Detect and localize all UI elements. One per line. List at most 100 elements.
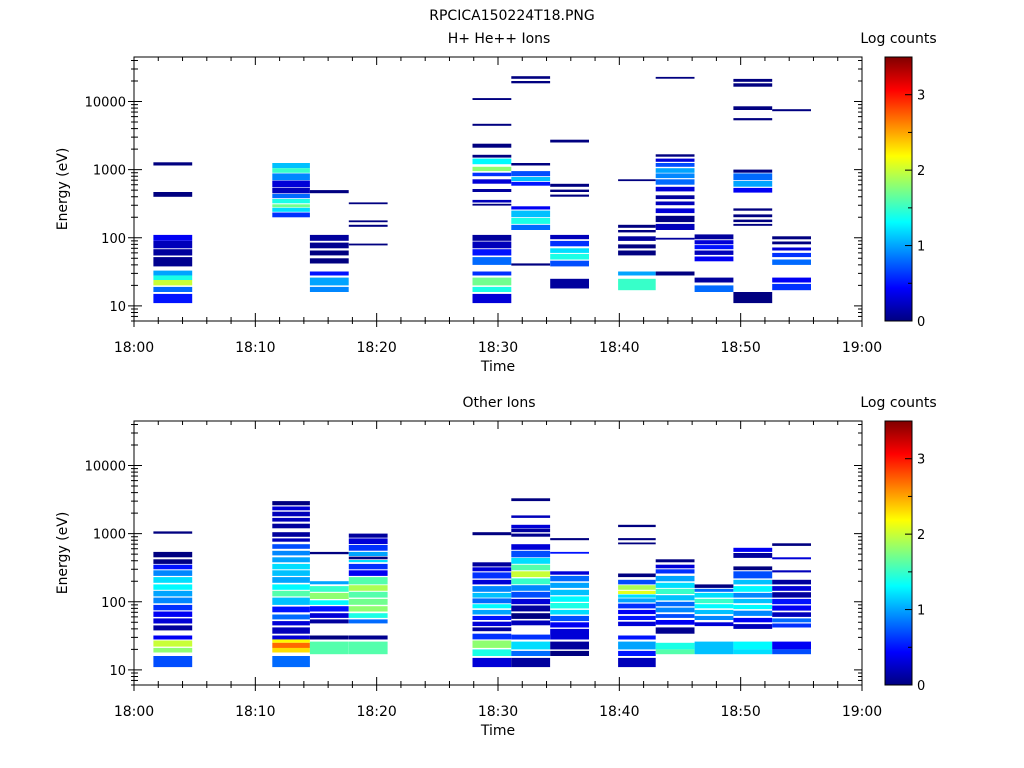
heatmap-cell xyxy=(550,189,589,192)
heatmap-cell xyxy=(348,641,388,655)
heatmap-cell xyxy=(272,506,310,511)
heatmap-cell xyxy=(472,271,512,276)
heatmap-cell xyxy=(772,605,811,611)
heatmap-cell xyxy=(511,206,551,210)
heatmap-cell xyxy=(618,641,656,650)
x-axis-label: Time xyxy=(480,723,515,739)
heatmap-cell xyxy=(655,195,695,200)
heatmap-cell xyxy=(655,582,695,588)
heatmap-cell xyxy=(550,139,589,143)
heatmap-cell xyxy=(655,649,695,655)
heatmap-cell xyxy=(733,118,773,121)
heatmap-cell xyxy=(309,242,349,249)
heatmap-cell xyxy=(550,609,589,615)
heatmap-cell xyxy=(655,163,695,167)
x-axis-label: Time xyxy=(480,359,515,375)
heatmap-cell xyxy=(472,621,512,627)
heatmap-cell xyxy=(309,277,349,286)
heatmap-cell xyxy=(772,592,811,598)
heatmap-cell xyxy=(772,557,811,560)
heatmap-cell xyxy=(153,570,193,576)
heatmap-cell xyxy=(511,598,551,605)
heatmap-cell xyxy=(550,194,589,197)
heatmap-cell xyxy=(655,569,695,574)
heatmap-cell xyxy=(348,556,388,560)
y-tick-label: 1000 xyxy=(93,164,126,179)
heatmap-cell xyxy=(153,584,193,590)
heatmap-cell xyxy=(618,579,656,585)
heatmap-cell xyxy=(772,241,811,245)
heatmap-cell xyxy=(655,201,695,206)
heatmap-cell xyxy=(733,547,773,552)
heatmap-cell xyxy=(472,199,512,203)
heatmap-cell xyxy=(733,566,773,571)
heatmap-cell xyxy=(472,649,512,656)
heatmap-cell xyxy=(655,223,695,230)
heatmap-cell xyxy=(153,249,193,256)
colorbar-tick-label: 3 xyxy=(917,89,925,104)
heatmap-cells xyxy=(153,76,811,304)
heatmap-cell xyxy=(511,578,551,585)
heatmap-cell xyxy=(348,551,388,556)
heatmap-cell xyxy=(153,293,193,304)
y-tick-label: 10 xyxy=(109,664,126,679)
heatmap-cell xyxy=(655,620,695,625)
heatmap-cell xyxy=(472,579,512,585)
heatmap-cell xyxy=(511,564,551,571)
heatmap-cell xyxy=(472,234,512,241)
heatmap-cell xyxy=(550,183,589,187)
heatmap-cell xyxy=(511,650,551,656)
heatmap-cell xyxy=(348,563,388,570)
x-tick-label: 18:20 xyxy=(356,340,396,356)
heatmap-cell xyxy=(472,633,512,640)
heatmap-cell xyxy=(309,606,349,612)
heatmap-cell xyxy=(511,657,551,668)
heatmap-cell xyxy=(472,572,512,579)
heatmap-cell xyxy=(511,557,551,564)
heatmap-cell xyxy=(550,278,589,289)
heatmap-cell xyxy=(655,588,695,594)
heatmap-cell xyxy=(550,551,589,554)
heatmap-cell xyxy=(153,618,193,624)
heatmap-cell xyxy=(618,594,656,598)
heatmap-cell xyxy=(694,285,734,292)
x-tick-label: 18:10 xyxy=(235,704,275,720)
heatmap-cell xyxy=(772,283,811,291)
heatmap-cell xyxy=(472,627,512,632)
heatmap-cell xyxy=(733,187,773,193)
heatmap-cell xyxy=(550,622,589,628)
heatmap-cell xyxy=(550,260,589,267)
x-axis: 18:00 18:10 18:20 18:30 18:40 18:50 19:00 Time xyxy=(114,421,882,739)
heatmap-cell xyxy=(153,240,193,249)
heatmap-cell xyxy=(272,511,310,517)
y-tick-label: 100 xyxy=(101,596,126,611)
x-tick-label: 18:30 xyxy=(478,340,518,356)
heatmap-cell xyxy=(618,590,656,594)
heatmap-cell xyxy=(153,559,193,564)
heatmap-cell xyxy=(472,158,512,165)
heatmap-cell xyxy=(618,244,656,249)
x-tick-label: 19:00 xyxy=(842,340,882,356)
x-tick-label: 18:50 xyxy=(720,340,760,356)
heatmap-cell xyxy=(655,575,695,582)
heatmap-cell xyxy=(309,592,349,599)
heatmap-cell xyxy=(655,607,695,613)
heatmap-cell xyxy=(550,234,589,240)
heatmap-cell xyxy=(272,647,310,653)
colorbar: Log counts 0 1 2 3 xyxy=(860,395,936,694)
colorbar-tick-label: 1 xyxy=(917,240,925,255)
heatmap-cell xyxy=(550,240,589,247)
heatmap-cell xyxy=(733,106,773,110)
heatmap-cell xyxy=(272,207,310,212)
heatmap-cell xyxy=(309,234,349,241)
y-axis-label: Energy (eV) xyxy=(55,148,71,231)
heatmap-cell xyxy=(309,641,349,655)
heatmap-cell xyxy=(655,168,695,173)
heatmap-cell xyxy=(550,248,589,253)
heatmap-cell xyxy=(511,515,551,518)
colorbar-label: Log counts xyxy=(860,395,936,411)
heatmap-cell xyxy=(733,78,773,82)
heatmap-cell xyxy=(472,257,512,265)
heatmap-cell xyxy=(472,189,512,192)
